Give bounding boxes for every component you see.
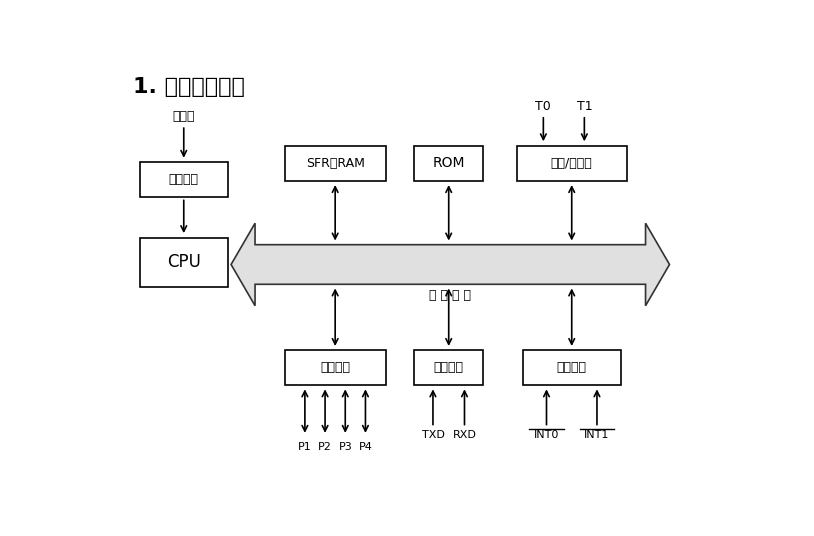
Text: 系 统 总 线: 系 统 总 线	[429, 289, 471, 302]
Bar	[285, 146, 386, 181]
Text: P4: P4	[358, 442, 372, 452]
Text: P3: P3	[339, 442, 352, 452]
Text: 1. 单片机的引脚: 1. 单片机的引脚	[133, 77, 245, 96]
Bar	[414, 350, 484, 385]
Text: SFR和RAM: SFR和RAM	[306, 157, 365, 170]
Text: P2: P2	[318, 442, 332, 452]
Text: T1: T1	[576, 100, 592, 113]
Bar	[140, 162, 228, 197]
Text: ROM: ROM	[432, 157, 465, 170]
Text: INT0: INT0	[534, 429, 559, 440]
Bar	[414, 146, 484, 181]
Polygon shape	[231, 223, 669, 306]
Text: RXD: RXD	[453, 429, 476, 440]
Text: CPU: CPU	[167, 254, 201, 271]
Text: 串行接口: 串行接口	[434, 361, 464, 374]
Text: T0: T0	[536, 100, 551, 113]
Text: TXD: TXD	[422, 429, 444, 440]
Text: 时钟电路: 时钟电路	[168, 173, 199, 187]
Bar	[285, 350, 386, 385]
Text: 时钟源: 时钟源	[173, 110, 195, 123]
Text: P1: P1	[298, 442, 312, 452]
Text: 并行接口: 并行接口	[320, 361, 350, 374]
Text: 定时/计数器: 定时/计数器	[551, 157, 593, 170]
Text: 中断系统: 中断系统	[557, 361, 587, 374]
Text: INT1: INT1	[584, 429, 610, 440]
Bar	[517, 146, 627, 181]
Bar	[523, 350, 620, 385]
Bar	[140, 237, 228, 287]
